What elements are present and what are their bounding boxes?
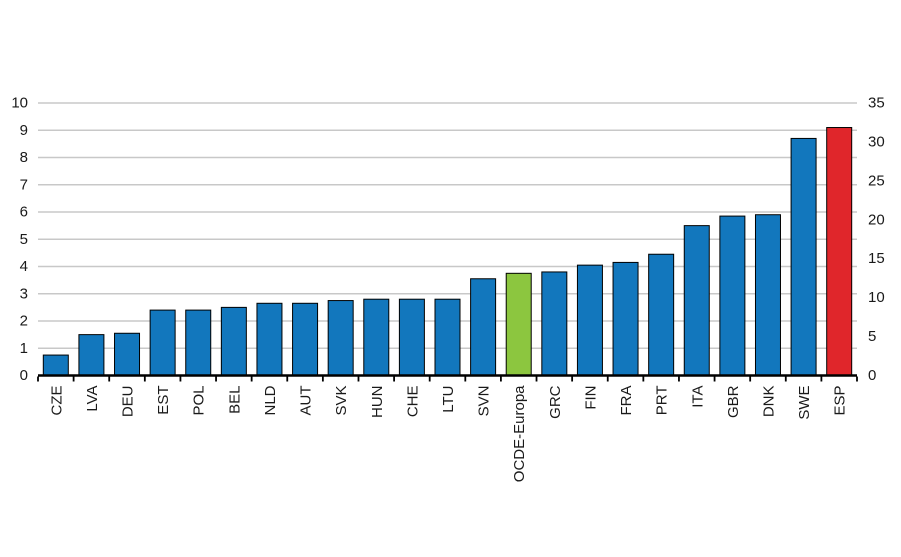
- right-axis-tick-label: 20: [868, 211, 885, 228]
- x-axis-label-GBR: GBR: [725, 385, 742, 418]
- x-axis-label-CHE: CHE: [404, 386, 421, 418]
- bar-DEU: [114, 332, 141, 377]
- left-axis-tick-label: 4: [20, 258, 28, 275]
- left-axis-tick-label: 3: [20, 285, 28, 302]
- right-axis-tick-label: 10: [868, 289, 885, 306]
- right-axis-tick-label: 5: [868, 328, 876, 345]
- bar-POL: [185, 309, 212, 377]
- left-axis-tick-label: 0: [20, 367, 28, 384]
- bar-HUN: [363, 298, 390, 377]
- bar-CZE: [42, 354, 69, 376]
- x-axis-label-SWE: SWE: [796, 386, 813, 420]
- bar-AUT: [292, 302, 319, 377]
- right-axis-tick-label: 25: [868, 172, 885, 189]
- x-axis-label-GRC: GRC: [547, 385, 564, 419]
- bar-GRC: [541, 271, 568, 377]
- bar-DNK: [754, 214, 781, 376]
- bar-ESP: [826, 127, 853, 377]
- x-axis-label-EST: EST: [155, 386, 172, 415]
- left-axis-tick-label: 2: [20, 313, 28, 330]
- x-axis-label-SVN: SVN: [476, 386, 493, 417]
- left-axis-tick-label: 1: [20, 340, 28, 357]
- x-axis-label-DEU: DEU: [120, 386, 137, 418]
- left-axis-tick-label: 9: [20, 122, 28, 139]
- bar-GBR: [719, 215, 746, 376]
- x-axis-label-FIN: FIN: [582, 386, 599, 410]
- bar-FRA: [612, 261, 639, 377]
- left-axis-tick-label: 10: [11, 95, 28, 112]
- right-axis-tick-label: 35: [868, 95, 885, 112]
- right-axis-tick-label: 30: [868, 133, 885, 150]
- bar-LTU: [434, 298, 461, 377]
- bar-SWE: [790, 137, 817, 376]
- x-axis-label-HUN: HUN: [369, 386, 386, 419]
- x-axis-label-PRT: PRT: [654, 386, 671, 416]
- bar-CHE: [398, 298, 425, 377]
- bar-LVA: [78, 334, 105, 376]
- bar-EST: [149, 309, 176, 377]
- x-axis-label-POL: POL: [191, 386, 208, 416]
- bar-OCDE-Europa: [505, 272, 532, 376]
- bar-NLD: [256, 302, 283, 377]
- x-axis-label-ESP: ESP: [832, 386, 849, 416]
- left-axis-tick-label: 6: [20, 204, 28, 221]
- x-axis-label-LVA: LVA: [84, 386, 101, 412]
- left-axis-tick-label: 7: [20, 176, 28, 193]
- x-axis-label-LTU: LTU: [440, 386, 457, 413]
- x-axis-label-AUT: AUT: [298, 386, 315, 416]
- x-axis-label-DNK: DNK: [760, 386, 777, 418]
- bar-SVK: [327, 300, 354, 376]
- x-axis-label-NLD: NLD: [262, 385, 279, 415]
- x-axis-label-OCDE-Europa: OCDE-Europa: [511, 385, 528, 482]
- bar-SVN: [470, 278, 497, 377]
- bar-PRT: [648, 253, 675, 376]
- right-axis-tick-label: 15: [868, 250, 885, 267]
- x-axis-label-BEL: BEL: [226, 386, 243, 414]
- x-axis-label-CZE: CZE: [48, 386, 65, 416]
- x-axis-label-ITA: ITA: [689, 386, 706, 408]
- x-axis-label-SVK: SVK: [333, 386, 350, 416]
- left-axis-tick-label: 8: [20, 149, 28, 166]
- right-axis-tick-label: 0: [868, 367, 876, 384]
- bar-BEL: [220, 306, 247, 376]
- x-axis-label-FRA: FRA: [618, 386, 635, 416]
- bar-ITA: [683, 225, 710, 376]
- left-axis-tick-label: 5: [20, 231, 28, 248]
- bar-FIN: [576, 264, 603, 377]
